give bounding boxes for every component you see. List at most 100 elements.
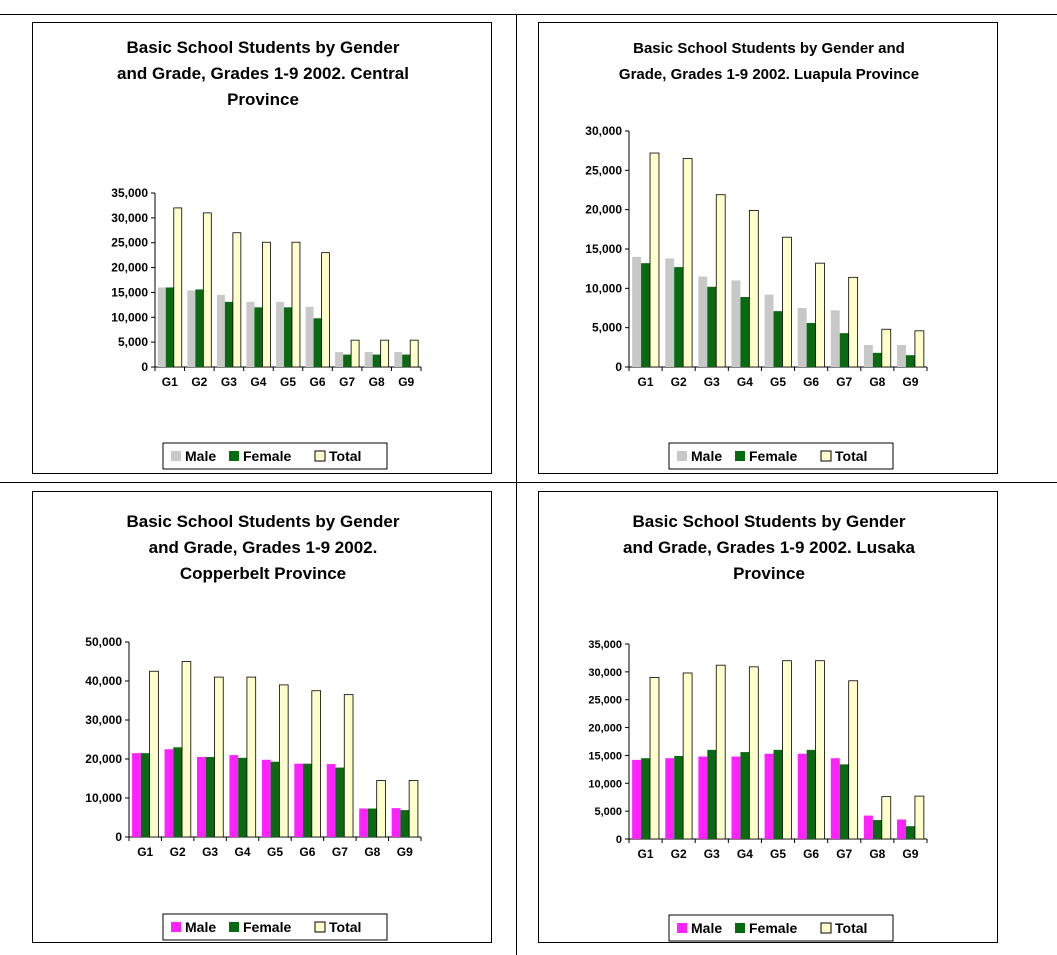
bar-total	[202, 212, 212, 368]
bar-male	[698, 756, 708, 839]
bar-total	[380, 339, 390, 368]
bar-male	[157, 287, 166, 367]
bar-female	[205, 757, 215, 837]
bar-male	[261, 759, 271, 837]
bar-female	[270, 761, 280, 837]
bar-male	[632, 759, 642, 839]
x-tick-label: G9	[398, 375, 414, 389]
y-tick-label: 15,000	[588, 750, 622, 762]
x-tick-label: G4	[737, 375, 753, 389]
bar-total	[782, 660, 792, 840]
legend-box	[162, 442, 388, 470]
bar-total	[262, 241, 271, 368]
legend-swatch-total	[820, 450, 832, 462]
bar-male	[164, 749, 174, 837]
bar-female	[367, 808, 377, 837]
y-tick-label: 5,000	[592, 321, 622, 335]
y-tick-label: 50,000	[85, 635, 122, 649]
bar-female	[905, 355, 915, 367]
bar-male	[326, 764, 336, 837]
bar-male	[394, 352, 403, 367]
y-tick-label: 30,000	[85, 713, 122, 727]
bar-female	[173, 747, 183, 837]
x-tick-label: G1	[162, 375, 178, 389]
y-tick-label: 20,000	[111, 261, 148, 275]
bar-total	[914, 795, 925, 840]
bar-total	[350, 339, 360, 368]
x-tick-label: G9	[902, 847, 918, 861]
chart-title-line: Basic School Students by Gender	[126, 38, 399, 57]
x-tick-label: G4	[235, 845, 251, 859]
center-rule	[516, 14, 517, 955]
bar-total	[848, 276, 859, 368]
bar-total	[649, 677, 660, 840]
bar-total	[881, 328, 892, 368]
x-tick-label: G9	[397, 845, 413, 859]
bar-total	[181, 661, 192, 838]
legend-label-female: Female	[243, 448, 291, 464]
bar-female	[195, 289, 204, 367]
bar-male	[216, 294, 225, 367]
bar-male	[764, 294, 774, 367]
y-tick-label: 25,000	[588, 695, 622, 707]
legend-swatch-male	[171, 451, 181, 461]
bar-male	[364, 352, 373, 367]
bar-total	[715, 194, 726, 368]
x-tick-label: G3	[202, 845, 218, 859]
y-tick-label: 10,000	[588, 778, 622, 790]
bar-female	[641, 263, 651, 367]
x-tick-label: G8	[869, 847, 885, 861]
x-tick-label: G5	[770, 375, 786, 389]
chart-panel-copperbelt: Basic School Students by Gender and Grade…	[32, 491, 492, 943]
chart-svg: Basic School Students by Gender and Grade…	[111, 38, 422, 470]
bar-total	[278, 684, 289, 838]
chart-panel-luapula: Basic School Students by Gender and Grade…	[538, 22, 998, 474]
bar-female	[839, 764, 849, 839]
chart-panel-central: Basic School Students by Gender and Grade…	[32, 22, 492, 474]
bar-male	[797, 308, 807, 367]
bar-female	[238, 757, 247, 837]
legend-label-male: Male	[691, 448, 722, 464]
bar-total	[881, 796, 892, 840]
bar-male	[359, 808, 368, 837]
legend-swatch-female	[229, 922, 239, 932]
bar-total	[376, 780, 386, 838]
legend-swatch-male	[677, 923, 687, 933]
legend-label-total: Total	[835, 920, 867, 936]
x-tick-label: G8	[369, 375, 385, 389]
bar-male	[897, 344, 906, 367]
bar-male	[797, 753, 807, 839]
bar-male	[665, 258, 675, 367]
legend-swatch-female	[735, 923, 745, 933]
legend-box	[668, 442, 894, 470]
x-tick-label: G2	[671, 375, 687, 389]
y-tick-label: 35,000	[111, 186, 148, 200]
bar-total	[815, 262, 825, 368]
bar-male	[698, 276, 708, 367]
legend: Male Female Total	[668, 914, 894, 942]
bar-male	[305, 306, 314, 367]
x-tick-label: G5	[267, 845, 283, 859]
bar-male	[132, 753, 141, 837]
bar-male	[246, 301, 255, 367]
y-tick-label: 10,000	[111, 310, 148, 324]
bar-total	[232, 232, 242, 368]
x-tick-label: G7	[836, 847, 852, 861]
x-tick-label: G9	[902, 375, 918, 389]
bar-female	[402, 354, 411, 367]
x-tick-label: G1	[638, 375, 654, 389]
bar-female	[806, 749, 816, 839]
chart-title-line: Province	[227, 90, 299, 109]
legend-label-male: Male	[691, 920, 722, 936]
bar-female	[140, 753, 150, 837]
bar-total	[715, 664, 726, 840]
bar-female	[335, 767, 345, 837]
bar-male	[830, 758, 840, 839]
chart-title-line: Basic School Students by Gender and	[633, 40, 905, 57]
y-tick-label: 15,000	[111, 285, 148, 299]
legend-swatch-male	[171, 922, 181, 932]
bar-male	[276, 301, 285, 367]
bar-total	[815, 660, 825, 840]
x-tick-label: G2	[671, 847, 687, 861]
chart-svg: Basic School Students by Gender and Grade…	[585, 40, 928, 470]
